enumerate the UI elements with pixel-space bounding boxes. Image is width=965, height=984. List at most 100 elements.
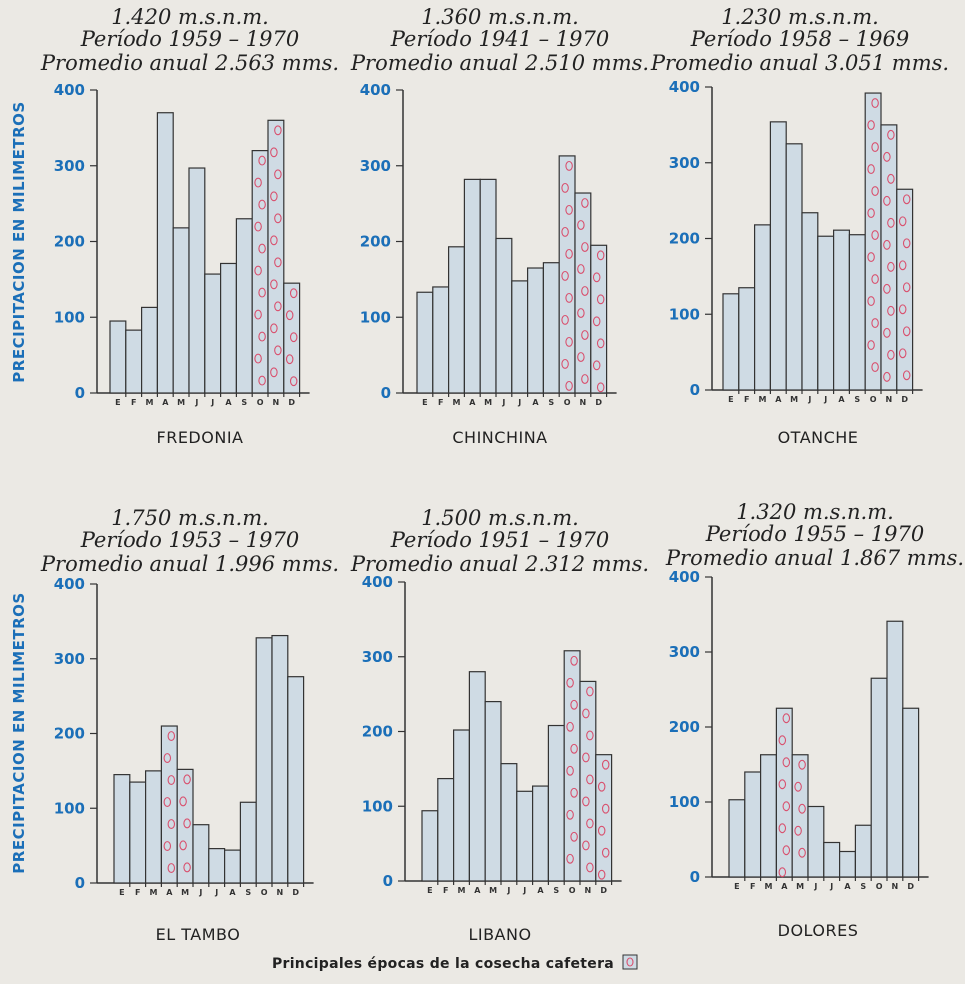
harvest-hatch-mark <box>782 801 791 812</box>
month-label: A <box>532 398 539 407</box>
harvest-hatch-mark <box>782 713 791 724</box>
chart-header-line: Período 1951 – 1970 <box>390 528 610 552</box>
bar-f-1 <box>738 287 756 391</box>
harvest-hatch-mark <box>270 191 278 202</box>
harvest-hatch-mark <box>596 294 605 305</box>
month-label: J <box>214 888 218 897</box>
station-name: DOLORES <box>778 921 859 940</box>
harvest-hatch-mark <box>887 173 895 184</box>
month-label: M <box>181 888 189 897</box>
harvest-hatch-mark <box>597 781 606 792</box>
bar-s-8 <box>235 218 253 394</box>
month-label: E <box>427 886 432 895</box>
harvest-hatch-mark <box>561 226 569 237</box>
harvest-hatch-mark <box>871 318 879 329</box>
month-label: O <box>876 882 883 891</box>
chart-header-line: Período 1941 – 1970 <box>390 27 610 51</box>
chart-panel-libano: 1.500 m.s.n.m.Período 1951 – 1970Promedi… <box>350 506 649 944</box>
month-label: O <box>564 398 571 407</box>
month-label: N <box>892 882 899 891</box>
bar-e-0 <box>728 799 746 878</box>
chart-header-line: Promedio anual 1.996 mms. <box>40 552 339 576</box>
month-label: F <box>438 398 443 407</box>
bar-j-5 <box>495 237 513 394</box>
chart-header-line: Período 1953 – 1970 <box>80 528 300 552</box>
y-tick-label: 400 <box>360 81 391 99</box>
month-label: S <box>548 398 554 407</box>
harvest-hatch-mark <box>179 840 187 851</box>
chart-panel-chinchina: 1.360 m.s.n.m.Período 1941 – 1970Promedi… <box>350 5 649 447</box>
bar-e-0 <box>416 291 434 394</box>
month-label: S <box>245 888 251 897</box>
harvest-hatch-mark <box>592 360 601 371</box>
harvest-hatch-mark <box>274 213 282 224</box>
month-label: O <box>261 888 268 897</box>
harvest-hatch-mark <box>871 98 879 109</box>
harvest-hatch-mark <box>778 735 787 746</box>
harvest-hatch-mark <box>582 708 590 719</box>
bar-a-3 <box>463 178 481 394</box>
bar-n-10 <box>579 680 597 882</box>
bar-s-8 <box>848 234 866 391</box>
month-label: M <box>453 398 461 407</box>
month-label: J <box>210 398 214 407</box>
month-label: N <box>277 888 284 897</box>
harvest-hatch-mark <box>867 164 875 175</box>
bar-n-10 <box>271 634 289 884</box>
bar-j-6 <box>204 273 222 394</box>
chart-header-line: 1.500 m.s.n.m. <box>421 506 579 530</box>
harvest-hatch-mark <box>577 264 585 274</box>
bar-m-4 <box>484 700 502 882</box>
y-axis-title: PRECIPITACION EN MILIMETROS <box>10 101 28 382</box>
harvest-hatch-mark <box>258 331 266 342</box>
month-label: M <box>790 395 798 404</box>
harvest-hatch-mark <box>782 757 791 768</box>
bar-e-0 <box>113 774 131 884</box>
harvest-hatch-mark <box>570 787 578 798</box>
chart-header-line: Período 1959 – 1970 <box>80 27 300 51</box>
harvest-hatch-mark <box>871 142 879 153</box>
bar-j-6 <box>208 848 226 884</box>
harvest-hatch-mark <box>274 301 282 312</box>
bar-j-5 <box>807 805 825 878</box>
harvest-hatch-mark <box>167 863 176 873</box>
month-label: A <box>229 888 236 897</box>
harvest-hatch-mark <box>270 323 278 334</box>
harvest-hatch-mark <box>794 825 802 836</box>
bar-m-4 <box>791 754 809 878</box>
harvest-hatch-mark <box>570 743 578 754</box>
harvest-hatch-mark <box>258 155 266 166</box>
y-tick-label: 200 <box>54 233 85 251</box>
harvest-hatch-mark <box>597 825 606 836</box>
harvest-hatch-mark <box>254 265 262 276</box>
harvest-hatch-mark <box>883 327 891 338</box>
harvest-hatch-mark <box>289 376 298 387</box>
bar-m-2 <box>453 729 471 882</box>
bar-m-4 <box>479 178 497 394</box>
harvest-hatch-mark <box>597 869 606 880</box>
harvest-hatch-mark <box>581 374 589 384</box>
month-label: A <box>838 395 845 404</box>
month-label: A <box>474 886 481 895</box>
month-label: M <box>796 882 804 891</box>
harvest-hatch-mark <box>887 305 895 316</box>
station-name: CHINCHINA <box>452 428 547 447</box>
bar-m-2 <box>753 224 771 391</box>
month-label: F <box>131 398 136 407</box>
harvest-hatch-mark <box>867 296 875 307</box>
bar-a-7 <box>526 267 544 394</box>
month-label: E <box>422 398 427 407</box>
harvest-hatch-mark <box>902 282 911 293</box>
harvest-hatch-mark <box>167 775 176 785</box>
legend-hatch-mark <box>626 957 634 967</box>
y-tick-label: 0 <box>383 872 393 890</box>
y-tick-label: 200 <box>669 718 700 736</box>
y-tick-label: 300 <box>362 648 393 666</box>
month-label: M <box>765 882 773 891</box>
month-label: E <box>728 395 733 404</box>
harvest-hatch-mark <box>601 847 610 858</box>
bar-f-1 <box>437 777 455 882</box>
harvest-hatch-mark <box>883 151 891 162</box>
month-label: J <box>522 886 526 895</box>
